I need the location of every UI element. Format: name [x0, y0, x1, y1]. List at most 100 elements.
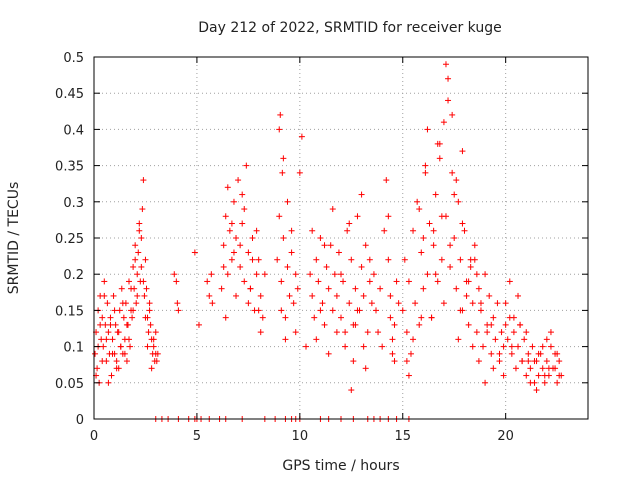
data-point: [208, 271, 215, 278]
data-point: [451, 235, 458, 241]
data-point: [286, 292, 293, 299]
data-point: [125, 278, 132, 285]
data-point: [405, 278, 412, 285]
data-point: [101, 278, 108, 285]
data-point: [352, 285, 359, 292]
data-point: [527, 379, 534, 386]
data-point: [539, 365, 546, 372]
data-point: [473, 271, 480, 278]
data-point: [109, 336, 116, 343]
data-point: [547, 329, 554, 336]
data-point: [430, 242, 437, 249]
data-point: [138, 235, 145, 241]
data-point: [249, 235, 256, 241]
data-point: [375, 329, 382, 336]
data-point: [364, 329, 371, 336]
data-point: [346, 220, 353, 227]
data-point: [209, 300, 216, 307]
data-point: [338, 314, 344, 321]
data-point: [277, 111, 284, 118]
data-point: [292, 271, 299, 278]
data-point: [389, 350, 396, 357]
data-point: [428, 314, 435, 321]
data-point: [153, 358, 160, 365]
data-point: [247, 285, 254, 292]
data-point: [107, 314, 114, 321]
data-point: [100, 343, 107, 350]
data-point: [191, 249, 198, 256]
data-point: [438, 256, 445, 263]
data-point: [465, 321, 472, 328]
data-point: [477, 307, 484, 314]
data-point: [496, 358, 503, 365]
data-point: [112, 321, 119, 328]
data-point: [554, 379, 561, 386]
data-point: [321, 321, 328, 328]
data-point: [311, 314, 318, 321]
data-point: [284, 198, 291, 205]
data-point: [204, 278, 211, 285]
data-point: [344, 227, 351, 234]
data-point: [99, 358, 106, 365]
x-tick-label: 5: [193, 429, 201, 444]
data-point: [455, 198, 462, 205]
data-point: [381, 227, 388, 234]
data-point: [101, 292, 108, 299]
data-point: [467, 256, 474, 263]
data-point: [288, 227, 295, 234]
data-point: [451, 191, 458, 198]
data-point: [432, 271, 439, 278]
data-point: [99, 314, 106, 321]
data-point: [403, 329, 410, 336]
data-point: [445, 75, 452, 82]
data-point: [129, 314, 136, 321]
data-point: [533, 387, 540, 394]
data-point: [453, 177, 460, 184]
data-point: [426, 220, 433, 227]
data-point: [399, 307, 406, 314]
data-point: [342, 343, 349, 350]
data-point: [245, 249, 252, 256]
data-point: [525, 350, 532, 357]
data-point: [319, 300, 326, 307]
data-point: [255, 307, 262, 314]
data-point: [473, 329, 480, 336]
data-point: [104, 300, 111, 307]
data-point: [340, 278, 347, 285]
data-point: [338, 271, 344, 278]
data-point: [136, 220, 143, 227]
data-point: [504, 336, 511, 343]
data-point: [552, 365, 559, 372]
data-point: [140, 177, 147, 184]
data-point: [224, 184, 231, 191]
data-point: [547, 343, 554, 350]
data-point: [327, 242, 334, 249]
data-point: [282, 336, 289, 343]
data-point: [346, 300, 353, 307]
data-point: [430, 227, 437, 234]
data-point: [488, 321, 495, 328]
data-point: [313, 256, 320, 263]
data-point: [317, 307, 324, 314]
data-point: [475, 358, 482, 365]
data-point: [253, 227, 260, 234]
data-point: [150, 336, 157, 343]
data-point: [539, 343, 546, 350]
data-point: [241, 278, 248, 285]
data-point: [407, 350, 414, 357]
y-tick-label: 0.5: [63, 51, 84, 66]
y-axis-title: SRMTID / TECUs: [6, 182, 22, 295]
x-tick-label: 20: [497, 429, 514, 444]
data-point: [329, 206, 336, 213]
y-tick-label: 0.4: [63, 123, 84, 138]
data-point: [280, 155, 287, 162]
data-point: [393, 278, 400, 285]
data-point: [276, 126, 283, 133]
data-point: [118, 285, 125, 292]
data-point: [543, 336, 550, 343]
data-point: [249, 256, 256, 263]
data-point: [440, 119, 447, 126]
data-point: [368, 300, 375, 307]
data-point: [436, 155, 443, 162]
data-point: [490, 365, 497, 372]
